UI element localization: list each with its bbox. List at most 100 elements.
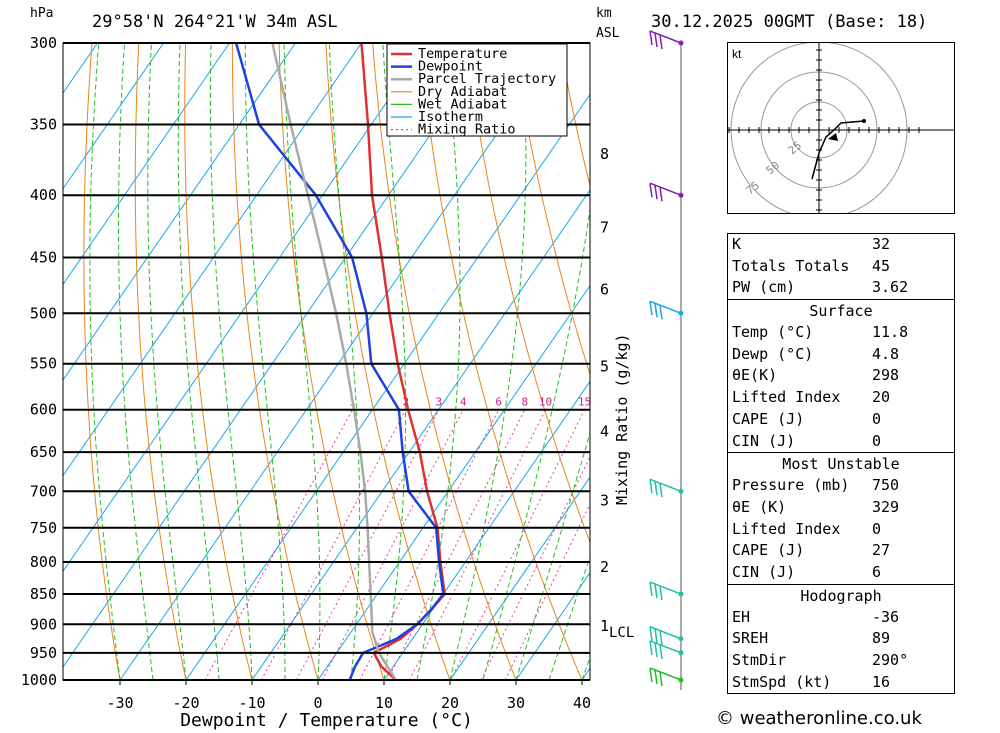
mixing-ratio-line [359, 409, 500, 680]
wind-barb-shaft [649, 581, 682, 595]
height-km-label: 2 [600, 558, 609, 576]
mixing-ratio-line [386, 409, 526, 680]
wind-barb-flag [649, 183, 653, 198]
isotherm-line [449, 476, 590, 680]
dry-adiabat-line [653, 43, 720, 680]
wind-barb-flag [659, 671, 663, 687]
mixing-ratio-value: 3 [436, 396, 443, 409]
wind-barb-flag [654, 669, 658, 685]
mu-theta-label: θE (K) [732, 497, 787, 516]
wind-barb-shaft [649, 182, 682, 196]
legend-item: Dewpoint [418, 59, 483, 75]
x-axis-label: Dewpoint / Temperature (°C) [180, 710, 473, 731]
lcl-label: LCL [609, 625, 634, 641]
pressure-tick-label: 450 [30, 249, 57, 267]
wind-barb-flag [654, 583, 658, 599]
dry-adiabat-line [700, 43, 720, 680]
height-km-label: 1 [600, 617, 609, 635]
wind-barb-flag [649, 479, 653, 494]
pressure-tick-label: 700 [30, 482, 57, 500]
hodograph-trace [862, 119, 866, 123]
surface-dewp-value: 4.8 [872, 344, 900, 363]
legend-item: Mixing Ratio [418, 122, 516, 138]
wind-barb-flag [649, 581, 653, 597]
wind-barb-shaft [649, 640, 682, 654]
pressure-tick-label: 950 [30, 644, 57, 662]
eh-label: EH [732, 607, 751, 626]
pw-label: PW (cm) [732, 278, 796, 297]
sreh-label: SREH [732, 629, 769, 648]
mixing-ratio-value: 8 [521, 396, 528, 409]
stmspd-value: 16 [872, 672, 891, 691]
wind-barb-shaft [649, 300, 682, 314]
wind-barb-flag [659, 644, 663, 659]
isotherm-line [63, 43, 494, 668]
hodograph-title: Hodograph [728, 583, 954, 607]
units-hpa: hPa [30, 6, 54, 21]
stmspd-label: StmSpd (kt) [732, 672, 832, 691]
mixing-ratio-value: 6 [495, 396, 502, 409]
dry-adiabat-line [83, 43, 121, 680]
wind-barb-shaft [649, 667, 682, 681]
mu-li-label: Lifted Index [732, 519, 841, 538]
indices-table: K 32 Totals Totals 45 PW (cm) 3.62 Surface … [727, 233, 955, 695]
wind-barb-shaft [649, 478, 682, 492]
surface-theta-value: 298 [872, 366, 900, 385]
wet-adiabat-line [89, 43, 121, 680]
pressure-tick-label: 800 [30, 553, 57, 571]
hodograph-plot: kt 25 50 75 [718, 29, 954, 231]
isotherm-line [0, 43, 32, 680]
k-index-value: 32 [872, 235, 891, 253]
x-tick-label: 0 [313, 694, 322, 712]
dewpoint-line [234, 43, 445, 680]
pressure-tick-label: 750 [30, 519, 57, 537]
height-km-label: 3 [600, 491, 609, 509]
isotherm-line [63, 43, 428, 573]
mixing-ratio-line [480, 455, 590, 680]
wind-barb-flag [654, 303, 658, 318]
x-tick-label: 20 [441, 694, 459, 712]
wet-adiabat-line [283, 43, 321, 680]
mixing-ratio-line [204, 409, 353, 680]
isotherm-line [383, 380, 590, 680]
surface-li-label: Lifted Index [732, 388, 841, 407]
surface-li-value: 20 [872, 388, 891, 407]
datetime-title: 30.12.2025 00GMT (Base: 18) [651, 12, 928, 32]
wet-adiabat-line [244, 43, 286, 680]
pressure-tick-label: 500 [30, 304, 57, 322]
stmdir-label: StmDir [732, 651, 787, 669]
eh-value: -36 [872, 607, 900, 626]
dry-adiabat-line [134, 43, 187, 680]
units-asl: ASL [596, 26, 620, 41]
pressure-tick-label: 400 [30, 186, 57, 204]
location-title: 29°58'N 264°21'W 34m ASL [92, 12, 338, 32]
wet-adiabat-line [210, 43, 253, 680]
isotherm-line [648, 43, 720, 680]
wet-adiabat-line [515, 431, 590, 680]
height-km-label: 7 [600, 218, 609, 236]
isotherm-line [515, 571, 590, 680]
isotherm-line [317, 284, 590, 680]
pressure-tick-label: 850 [30, 585, 57, 603]
surface-temp-value: 11.8 [872, 323, 909, 342]
isotherm-line [63, 43, 164, 190]
surface-cin-label: CIN (J) [732, 431, 796, 450]
x-tick-label: -10 [238, 694, 265, 712]
mixing-ratio-line [321, 409, 464, 680]
wind-barb-shaft [649, 30, 682, 44]
mu-theta-value: 329 [872, 497, 900, 516]
parcel-trajectory-line [271, 43, 397, 680]
wind-barb-flag [654, 628, 658, 643]
surface-cape-value: 0 [872, 409, 882, 428]
hodograph-trace [811, 120, 865, 180]
mixing-ratio-value: 10 [539, 396, 552, 409]
surface-cin-value: 0 [872, 431, 882, 450]
legend-item: Wet Adiabat [418, 96, 507, 112]
isotherm-line [185, 93, 590, 680]
dry-adiabat-line [559, 43, 590, 188]
units-km: km [596, 6, 612, 21]
mixing-ratio-line [408, 409, 547, 680]
surface-cape-label: CAPE (J) [732, 409, 805, 428]
surface-dewp-label: Dewp (°C) [732, 344, 814, 363]
